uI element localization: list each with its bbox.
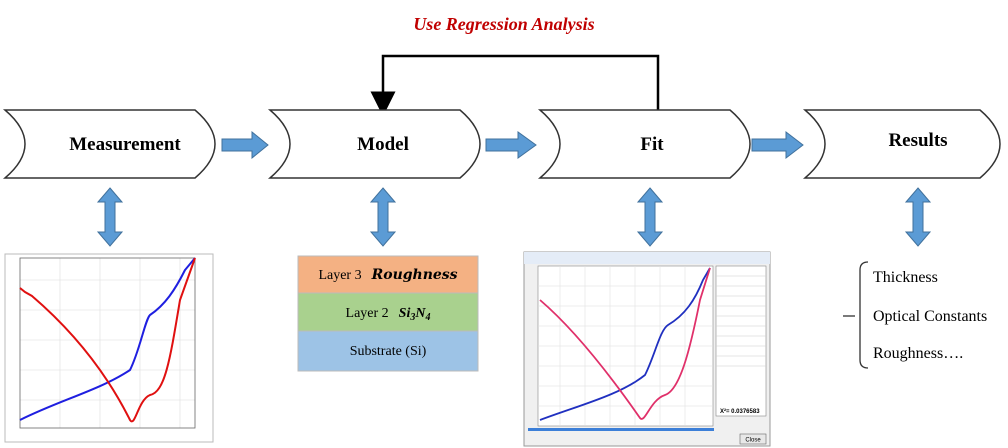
layer-stack: Layer 3 Roughness Layer 2 Si3N4 Substrate … (297, 255, 479, 372)
feedback-arrow (370, 54, 660, 117)
layer-label: Layer 2 Si3N4 (346, 306, 431, 323)
fit-window: X²= 0.0376583 Close (523, 251, 771, 447)
node: Measurement (2, 109, 216, 179)
chi-square: X²= 0.0376583 (720, 408, 760, 415)
node-label: Measurement (69, 134, 181, 155)
layer-label: Layer 3 Roughness (318, 267, 457, 283)
title: Use Regression Analysis (413, 14, 594, 34)
double-arrows (96, 187, 932, 247)
result-item: Optical Constants (873, 308, 987, 325)
node-label: Results (888, 130, 947, 151)
node: Model (267, 109, 481, 179)
flow-arrows (221, 130, 804, 160)
node: Results (802, 109, 1001, 179)
node-label: Model (357, 134, 409, 155)
result-item: Thickness (873, 269, 938, 286)
result-item: Roughness…. (873, 345, 963, 362)
results: Thickness Optical Constants Roughness…. (843, 261, 987, 369)
close-label[interactable]: Close (745, 438, 761, 444)
close-button[interactable] (739, 433, 767, 445)
measurement-plot (4, 253, 214, 443)
node: Fit (537, 109, 751, 179)
layer-label: Substrate (Si) (350, 344, 427, 359)
node-label: Fit (640, 134, 664, 155)
